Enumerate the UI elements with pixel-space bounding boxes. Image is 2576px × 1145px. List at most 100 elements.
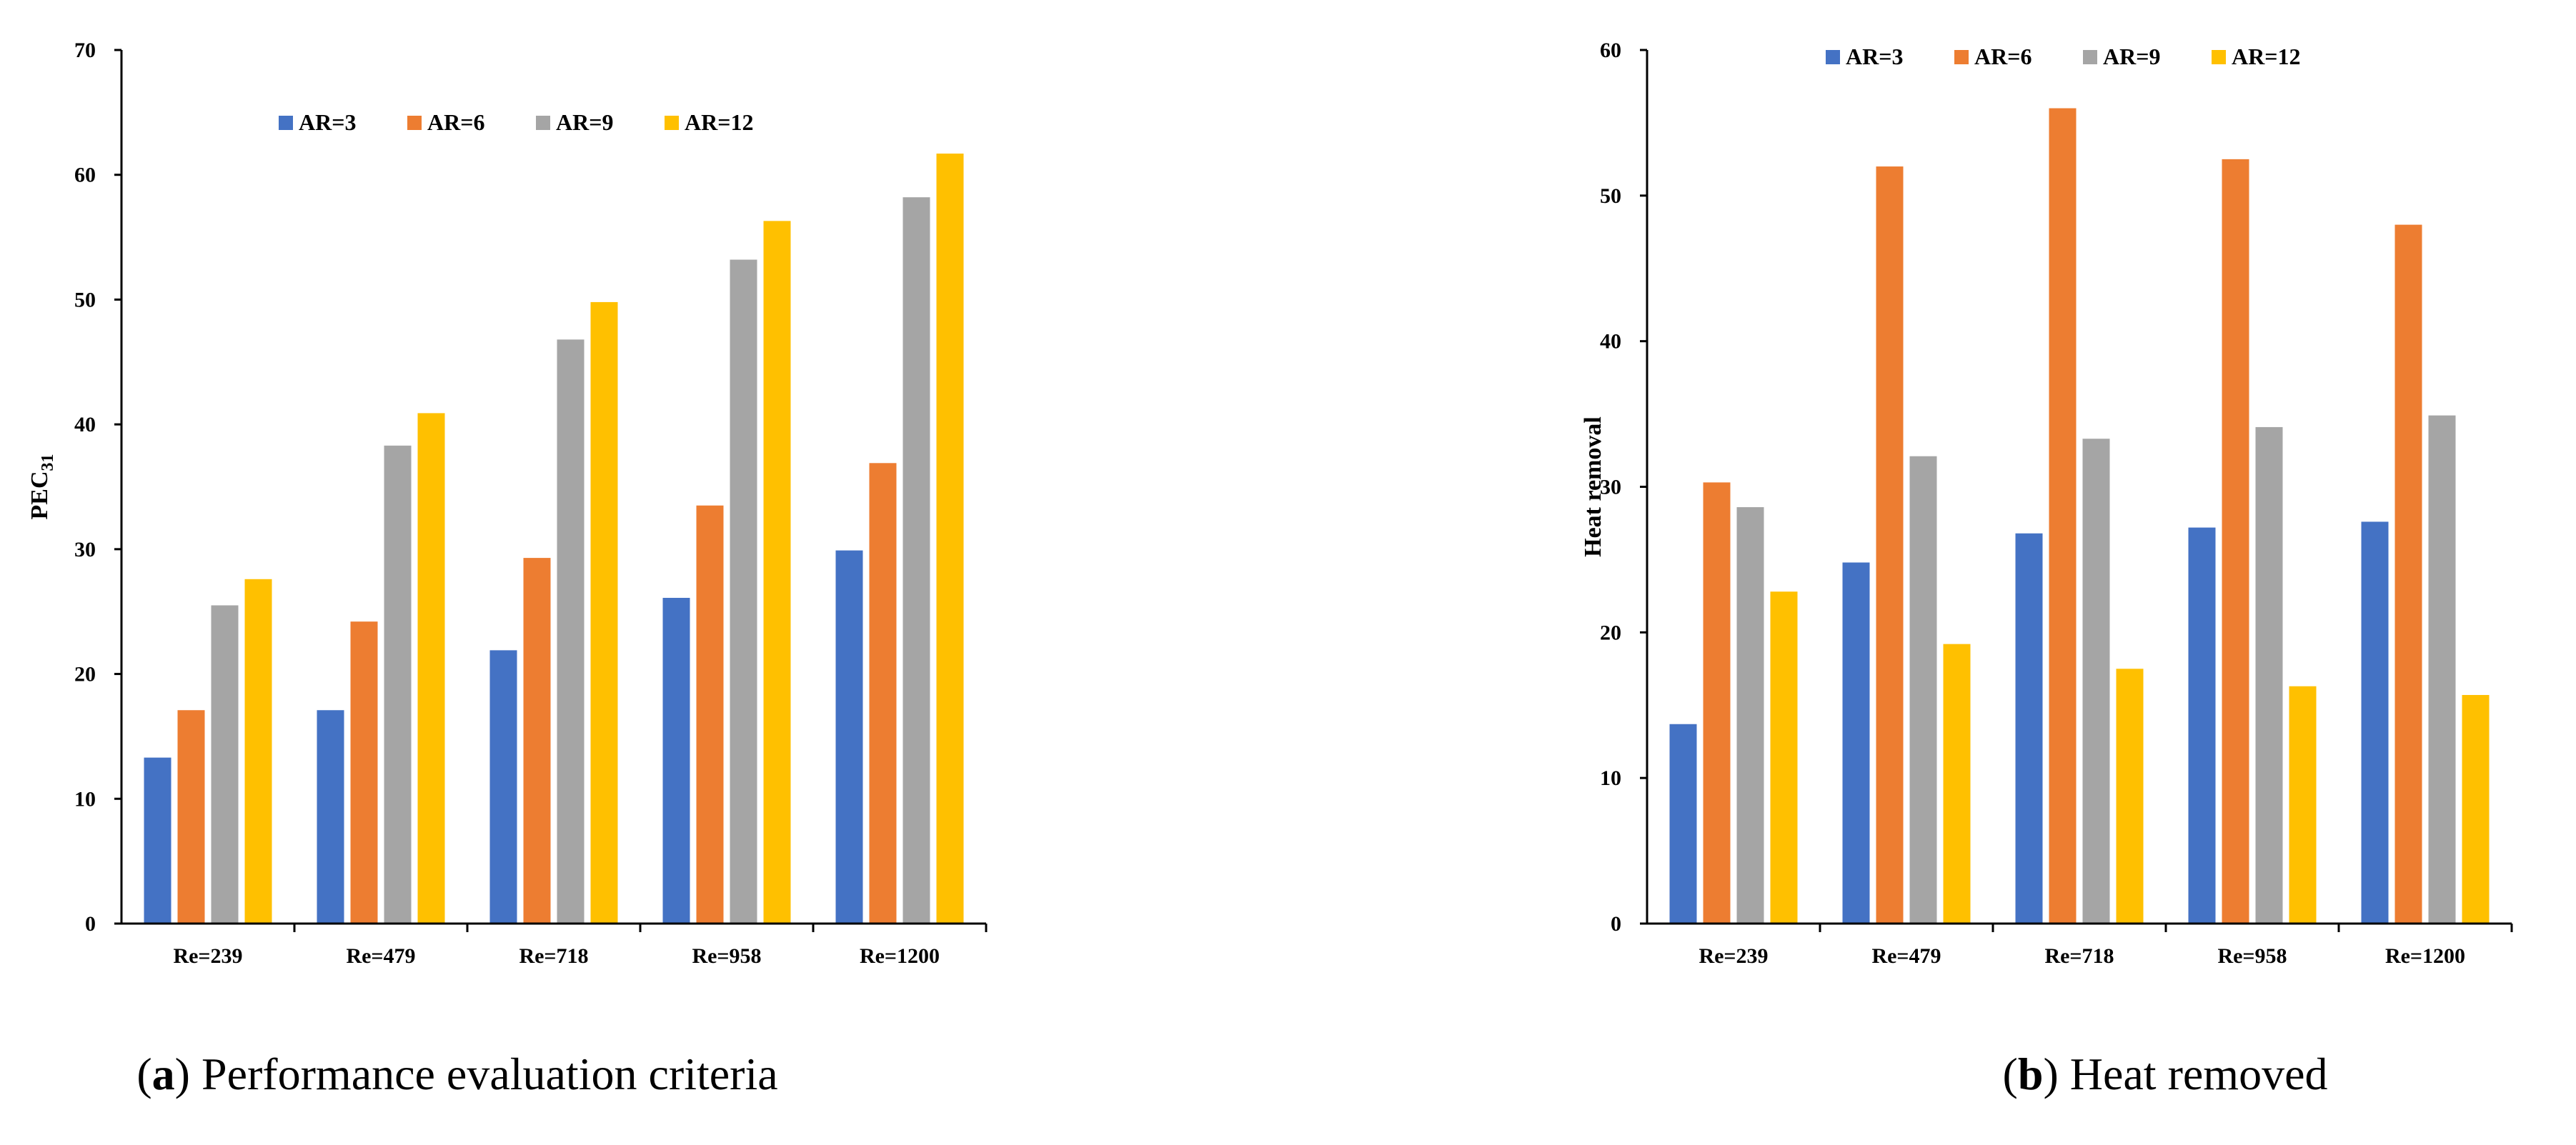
- chart-a-bar: [244, 579, 272, 924]
- chart-b-legend-label: AR=9: [2103, 44, 2160, 69]
- chart-a-bar: [177, 710, 205, 924]
- chart-a-x-tick-label: Re=1200: [860, 944, 940, 968]
- chart-a-bar: [211, 605, 239, 924]
- chart-b-legend-label: AR=12: [2232, 44, 2300, 69]
- chart-b-bar: [2289, 686, 2317, 924]
- chart-a-bar: [350, 621, 378, 924]
- chart-a-caption-text: Performance evaluation criteria: [202, 1049, 778, 1099]
- chart-a-y-tick-label: 40: [74, 413, 96, 436]
- chart-a-x-tick-label: Re=958: [692, 944, 761, 968]
- chart-b-legend: AR=3 AR=6 AR=9 AR=12: [1826, 44, 2300, 69]
- chart-b-y-tick-label: 20: [1600, 621, 1621, 644]
- chart-a-bar: [902, 197, 930, 924]
- chart-b-bar: [2116, 669, 2144, 924]
- chart-b-bar: [1943, 644, 1971, 924]
- chart-a-bar: [936, 154, 964, 924]
- chart-a-bar: [557, 339, 585, 924]
- chart-b-bar: [1876, 166, 1904, 924]
- chart-a-bar: [763, 221, 791, 924]
- chart-a-bar: [835, 550, 863, 924]
- chart-b-bar: [1909, 456, 1937, 924]
- chart-b-bar: [1703, 482, 1731, 924]
- chart-b-caption: (b) Heat removed: [2003, 1049, 2328, 1099]
- chart-a-y-axis-title-main: PEC: [26, 471, 53, 520]
- chart-b-y-ticks: [1640, 49, 1647, 925]
- chart-b-legend-swatch: [2212, 50, 2226, 64]
- chart-a-bar: [317, 710, 344, 924]
- chart-a-bar: [144, 757, 171, 924]
- chart-b-caption-text: Heat removed: [2070, 1049, 2328, 1099]
- chart-b-legend-swatch: [2083, 50, 2097, 64]
- chart-a-caption-letter: a: [152, 1049, 175, 1099]
- chart-b-bar: [2082, 439, 2110, 924]
- chart-b-bar: [1770, 591, 1798, 924]
- chart-b-legend-label: AR=6: [1974, 44, 2032, 69]
- chart-a-legend-swatch: [407, 116, 422, 130]
- chart-b-bar: [1669, 724, 1697, 924]
- chart-a-legend-swatch: [665, 116, 679, 130]
- chart-a-performance-evaluation: 0 10 20 30 40 50 60 70 Re=239 Re=479 Re=718 Re=958…: [26, 39, 988, 1099]
- chart-b-bar: [1736, 507, 1764, 924]
- chart-a-y-axis-title: PEC31: [26, 454, 57, 520]
- chart-a-y-axis-title-subscript: 31: [39, 454, 57, 471]
- chart-b-bar: [1842, 562, 1870, 924]
- chart-b-bar: [2188, 527, 2216, 924]
- chart-b-y-tick-label: 0: [1611, 912, 1621, 936]
- chart-b-bars: [1669, 108, 2490, 924]
- chart-a-x-tick-label: Re=718: [519, 944, 588, 968]
- chart-b-bar: [2049, 108, 2077, 924]
- chart-a-y-tick-label: 20: [74, 663, 96, 686]
- chart-a-legend-swatch: [536, 116, 550, 130]
- chart-a-y-tick-label: 50: [74, 288, 96, 311]
- chart-b-y-tick-label: 40: [1600, 330, 1621, 354]
- chart-b-legend-swatch: [1826, 50, 1840, 64]
- chart-b-y-tick-label: 30: [1600, 476, 1621, 499]
- chart-a-bars: [144, 154, 964, 924]
- chart-a-bar: [523, 558, 551, 924]
- chart-a-bar: [590, 301, 618, 924]
- chart-a-x-tick-label: Re=239: [173, 944, 242, 968]
- chart-b-y-tick-label: 10: [1600, 766, 1621, 790]
- chart-a-bar: [417, 413, 445, 924]
- chart-b-bar: [2395, 224, 2422, 924]
- chart-a-y-tick-label: 10: [74, 787, 96, 811]
- chart-a-bar: [869, 463, 897, 924]
- chart-a-y-tick-label: 70: [74, 39, 96, 62]
- chart-a-y-tick-label: 30: [74, 538, 96, 561]
- chart-a-legend: AR=3 AR=6 AR=9 AR=12: [279, 109, 753, 135]
- chart-a-legend-label: AR=3: [299, 109, 356, 135]
- chart-a-x-tick-labels: Re=239 Re=479 Re=718 Re=958 Re=1200: [173, 944, 940, 968]
- chart-b-legend-label: AR=3: [1846, 44, 1903, 69]
- chart-a-bar: [662, 597, 690, 924]
- chart-a-y-ticks: [114, 49, 121, 925]
- chart-b-y-axis-title-main: Heat removal: [1580, 416, 1606, 557]
- chart-b-bar: [2222, 159, 2249, 924]
- chart-a-legend-label: AR=6: [427, 109, 484, 135]
- chart-b-bar: [2015, 533, 2043, 924]
- chart-a-x-ticks: [293, 924, 988, 932]
- chart-b-bar: [2361, 521, 2389, 924]
- chart-b-y-tick-labels: 0 10 20 30 40 50 60: [1600, 39, 1621, 936]
- chart-a-caption: (a) Performance evaluation criteria: [136, 1049, 777, 1099]
- chart-b-caption-letter: b: [2018, 1049, 2044, 1099]
- chart-b-x-tick-label: Re=239: [1699, 944, 1768, 968]
- chart-b-x-tick-label: Re=958: [2217, 944, 2287, 968]
- chart-b-x-tick-label: Re=479: [1871, 944, 1941, 968]
- chart-a-legend-swatch: [279, 116, 293, 130]
- chart-a-y-tick-label: 60: [74, 164, 96, 187]
- chart-b-x-ticks: [1819, 924, 2513, 932]
- chart-b-bar: [2462, 694, 2490, 924]
- chart-b-y-axis-title: Heat removal: [1580, 416, 1606, 557]
- chart-a-bar: [696, 505, 724, 924]
- chart-b-x-tick-labels: Re=239 Re=479 Re=718 Re=958 Re=1200: [1699, 944, 2465, 968]
- chart-b-legend-swatch: [1954, 50, 1969, 64]
- chart-a-y-tick-labels: 0 10 20 30 40 50 60 70: [74, 39, 96, 936]
- chart-a-bar: [730, 259, 757, 924]
- chart-a-bar: [384, 445, 412, 924]
- chart-a-legend-label: AR=12: [685, 109, 753, 135]
- chart-b-y-tick-label: 60: [1600, 39, 1621, 62]
- chart-b-bar: [2428, 415, 2456, 924]
- chart-a-legend-label: AR=9: [556, 109, 613, 135]
